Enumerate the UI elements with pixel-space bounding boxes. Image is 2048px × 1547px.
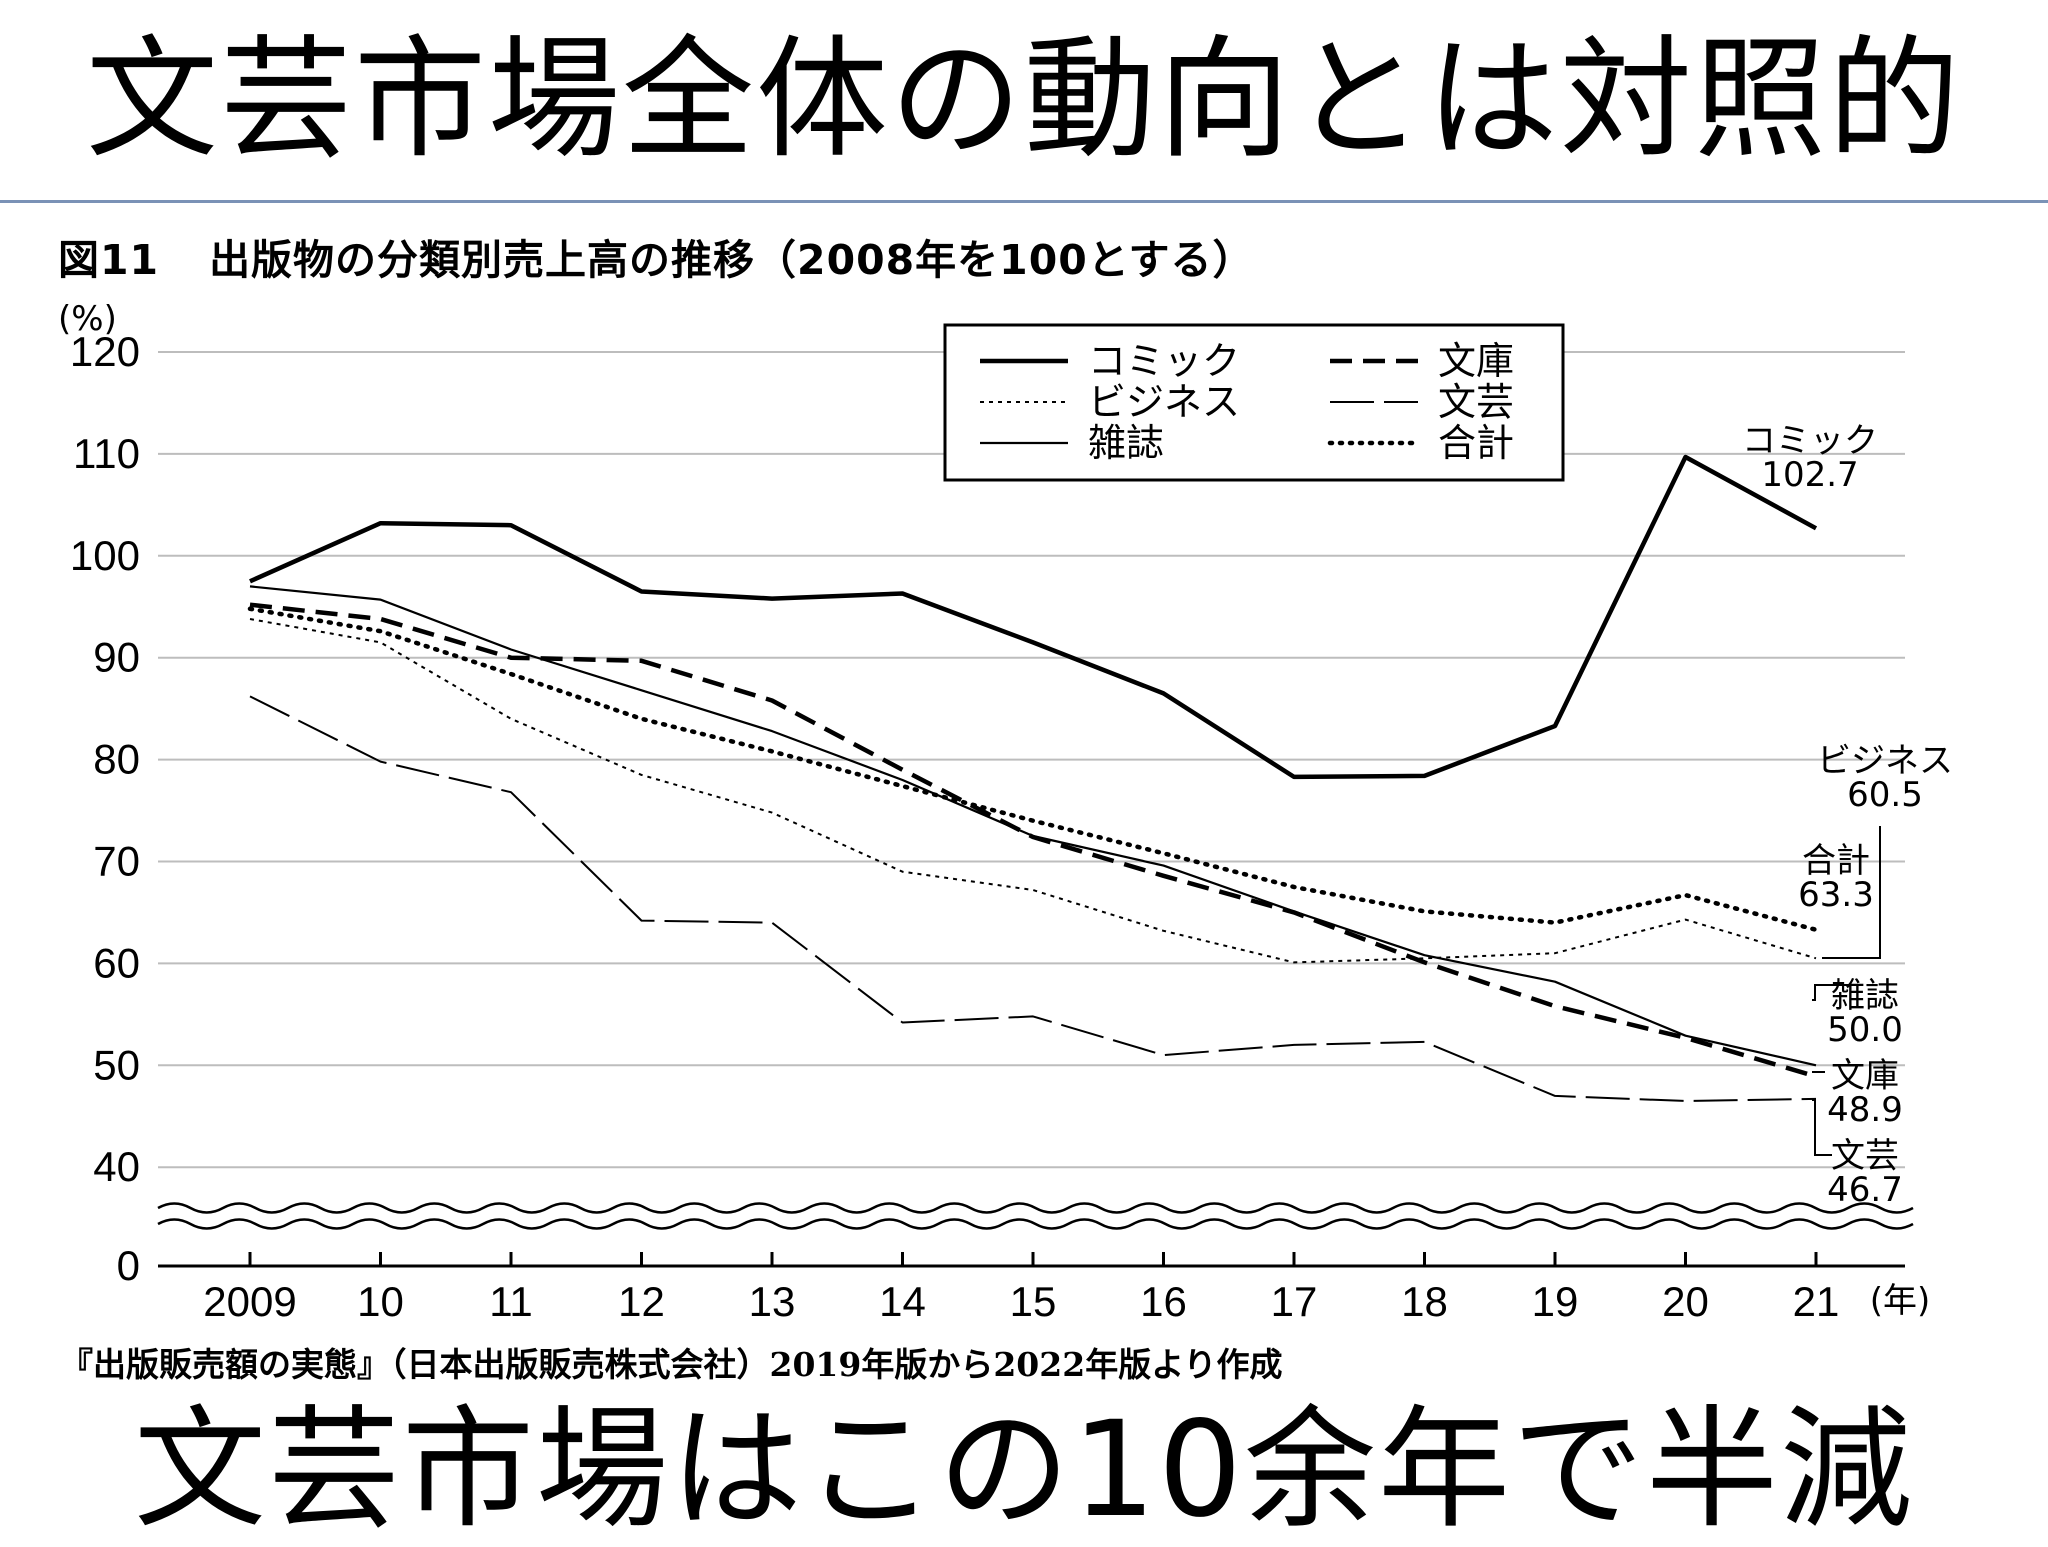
x-tick-label: 10 <box>357 1278 404 1325</box>
y-unit-label: (%) <box>58 299 117 339</box>
y-tick-label: 70 <box>93 838 140 885</box>
x-tick-label: 19 <box>1532 1278 1579 1325</box>
series-line-thin-dotted <box>249 618 1817 964</box>
y-tick-label: 100 <box>70 532 140 579</box>
source-note: 『出版販売額の実態』（日本出版販売株式会社）2019年版から2022年版より作成 <box>60 1345 1283 1384</box>
axis-break-mask <box>158 1198 1905 1232</box>
end-label-name: 文芸 <box>1831 1136 1899 1176</box>
x-tick-label: 15 <box>1010 1278 1057 1325</box>
end-label-name: 雑誌 <box>1831 976 1899 1016</box>
x-tick-label: 21 <box>1793 1278 1840 1325</box>
axis-break-wave <box>157 1218 1914 1230</box>
end-label-value: 50.0 <box>1827 1010 1903 1050</box>
end-label-name: 合計 <box>1802 841 1870 881</box>
legend-label: ビジネス <box>1088 380 1240 424</box>
y-tick-label: 60 <box>93 939 140 986</box>
legend-box <box>943 323 1565 482</box>
x-tick-label: 20 <box>1662 1278 1709 1325</box>
series-line-thick-solid <box>249 454 1818 780</box>
end-label-value: 46.7 <box>1827 1170 1903 1210</box>
x-tick-label: 17 <box>1271 1278 1318 1325</box>
end-label-value: 102.7 <box>1761 455 1858 495</box>
y-tick-label: 0 <box>117 1242 140 1289</box>
figure-number: 図11 <box>58 236 160 284</box>
series-line-thick-dotted <box>247 606 1819 933</box>
legend-label: 合計 <box>1438 421 1514 465</box>
axes: 0 40 50 60 70 80 90 100 110 120(%) 2009 10 11 12 13 14 1… <box>58 299 1930 1325</box>
y-tick-label: 80 <box>93 736 140 783</box>
y-tick-label: 120 <box>70 328 140 375</box>
leader-line <box>1822 826 1881 959</box>
end-label-name: コミック <box>1742 421 1878 461</box>
legend-label: 文庫 <box>1438 339 1514 383</box>
legend-label: コミック <box>1088 339 1240 383</box>
x-unit-label: (年) <box>1870 1281 1931 1321</box>
title-divider <box>0 200 2048 203</box>
x-tick-label: 14 <box>879 1278 926 1325</box>
end-label-value: 63.3 <box>1798 875 1874 915</box>
y-tick-label: 90 <box>93 634 140 681</box>
x-tick-label: 13 <box>749 1278 796 1325</box>
series-line-long-dash <box>249 695 1817 1102</box>
legend-label: 雑誌 <box>1088 421 1164 465</box>
end-label-value: 48.9 <box>1827 1090 1903 1130</box>
line-chart: 0 40 50 60 70 80 90 100 110 120(%) 2009 10 11 12 13 14 1… <box>58 299 1953 1325</box>
x-tick-label: 2009 <box>203 1278 296 1325</box>
legend-label: 文芸 <box>1438 380 1514 424</box>
y-tick-label: 40 <box>93 1143 140 1190</box>
end-label-name: ビジネス <box>1817 741 1953 781</box>
slide-title: 文芸市場全体の動向とは対照的 <box>86 23 1962 177</box>
series-line-thick-dashed <box>249 602 1817 1079</box>
x-tick-label: 12 <box>618 1278 665 1325</box>
leader-line <box>1812 984 1858 1001</box>
x-tick-label: 16 <box>1140 1278 1187 1325</box>
figure-caption: 図11 出版物の分類別売上高の推移（2008年を100とする） <box>58 226 1255 286</box>
x-tick-label: 11 <box>489 1278 533 1325</box>
end-label-value: 60.5 <box>1847 775 1923 815</box>
slide-footer: 文芸市場はこの10余年で半減 <box>134 1393 1914 1547</box>
y-tick-label: 50 <box>93 1041 140 1088</box>
series-lines <box>247 454 1819 1102</box>
end-label-name: 文庫 <box>1831 1056 1899 1096</box>
axis-break-wave <box>157 1202 1914 1214</box>
figure-caption-text: 出版物の分類別売上高の推移（2008年を100とする） <box>209 236 1255 284</box>
leader-line <box>1812 1099 1832 1156</box>
y-tick-label: 110 <box>73 430 140 477</box>
x-tick-label: 18 <box>1401 1278 1448 1325</box>
